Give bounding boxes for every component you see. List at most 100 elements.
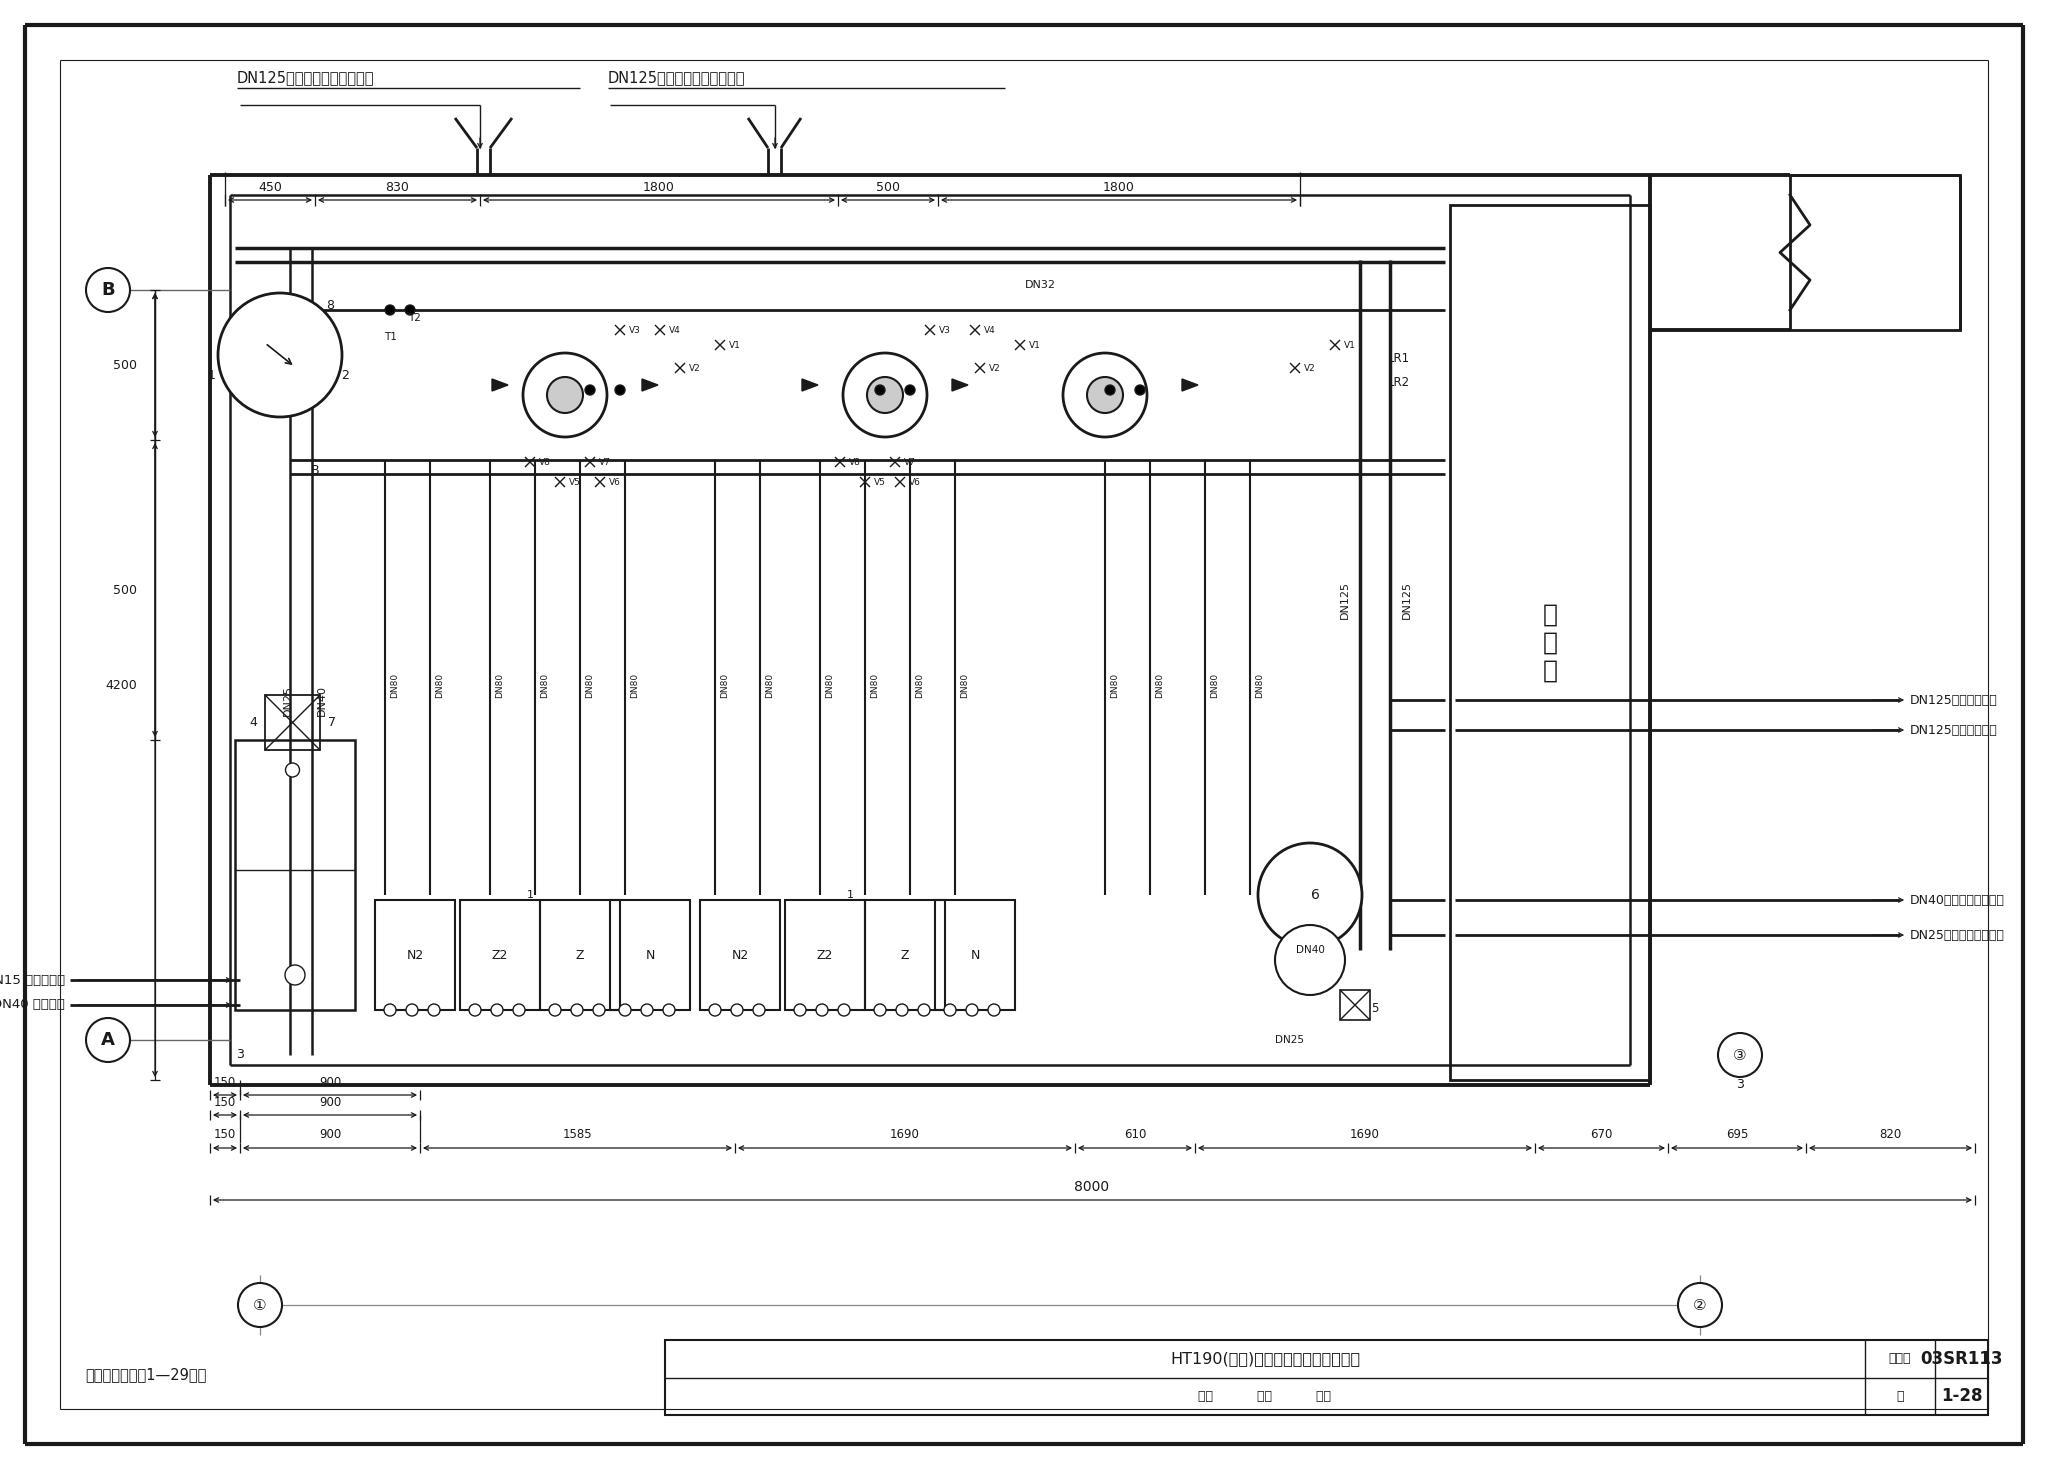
Circle shape xyxy=(641,1003,653,1017)
Circle shape xyxy=(406,1003,418,1017)
Circle shape xyxy=(795,1003,807,1017)
Circle shape xyxy=(754,1003,766,1017)
Text: DN80: DN80 xyxy=(1255,673,1264,698)
Text: DN80: DN80 xyxy=(434,673,444,698)
Text: DN80: DN80 xyxy=(541,673,549,698)
Circle shape xyxy=(866,378,903,413)
Text: 3: 3 xyxy=(236,1049,244,1062)
Text: DN80: DN80 xyxy=(961,673,969,698)
Text: 450: 450 xyxy=(258,181,283,194)
Text: 900: 900 xyxy=(319,1128,342,1141)
Circle shape xyxy=(731,1003,743,1017)
Circle shape xyxy=(664,1003,676,1017)
Text: 610: 610 xyxy=(1124,1128,1147,1141)
Bar xyxy=(666,1340,1989,1415)
Text: T2: T2 xyxy=(408,313,422,323)
Text: DN80: DN80 xyxy=(586,673,594,698)
Bar xyxy=(1450,206,1651,1080)
Text: LR1: LR1 xyxy=(1389,351,1411,364)
Circle shape xyxy=(874,385,885,395)
Polygon shape xyxy=(641,379,657,391)
Text: N: N xyxy=(971,949,979,962)
Circle shape xyxy=(238,1282,283,1327)
Text: DN40接生活热水供水管: DN40接生活热水供水管 xyxy=(1911,893,2005,906)
Text: ①: ① xyxy=(254,1297,266,1312)
Text: 6: 6 xyxy=(1311,887,1319,902)
Text: N2: N2 xyxy=(406,949,424,962)
Circle shape xyxy=(522,353,606,436)
Bar xyxy=(784,900,864,1011)
Text: DN80: DN80 xyxy=(1110,673,1118,698)
Circle shape xyxy=(406,306,416,314)
Text: 820: 820 xyxy=(1880,1128,1903,1141)
Polygon shape xyxy=(492,379,508,391)
Circle shape xyxy=(594,1003,604,1017)
Circle shape xyxy=(512,1003,524,1017)
Text: 1690: 1690 xyxy=(1350,1128,1380,1141)
Text: V8: V8 xyxy=(539,457,551,467)
Text: DN125: DN125 xyxy=(1339,582,1350,618)
Text: 695: 695 xyxy=(1726,1128,1749,1141)
Circle shape xyxy=(549,1003,561,1017)
Text: V5: V5 xyxy=(874,477,887,486)
Text: 500: 500 xyxy=(113,583,137,596)
Bar xyxy=(1790,175,1960,331)
Text: 150: 150 xyxy=(213,1075,236,1089)
Text: 电
控
柜: 电 控 柜 xyxy=(1542,602,1556,682)
Text: DN25接生活热水回水管: DN25接生活热水回水管 xyxy=(1911,928,2005,942)
Text: 5: 5 xyxy=(1372,1002,1378,1015)
Text: 页: 页 xyxy=(1896,1390,1905,1403)
Text: Z2: Z2 xyxy=(817,949,834,962)
Text: V7: V7 xyxy=(903,457,915,467)
Text: V8: V8 xyxy=(850,457,860,467)
Text: LR2: LR2 xyxy=(1389,376,1411,388)
Circle shape xyxy=(385,306,395,314)
Text: DN125接末端供水管: DN125接末端供水管 xyxy=(1911,693,1997,707)
Circle shape xyxy=(1276,925,1346,995)
Text: 1: 1 xyxy=(526,890,532,900)
Circle shape xyxy=(1257,843,1362,948)
Circle shape xyxy=(618,1003,631,1017)
Polygon shape xyxy=(803,379,817,391)
Text: 4200: 4200 xyxy=(104,679,137,692)
Text: T1: T1 xyxy=(383,332,397,342)
Text: DN15 接自来水管: DN15 接自来水管 xyxy=(0,974,66,987)
Text: V4: V4 xyxy=(983,326,995,335)
Circle shape xyxy=(944,1003,956,1017)
Text: V1: V1 xyxy=(1343,341,1356,350)
Circle shape xyxy=(709,1003,721,1017)
Circle shape xyxy=(1677,1282,1722,1327)
Text: 1: 1 xyxy=(846,890,854,900)
Text: 1800: 1800 xyxy=(1104,181,1135,194)
Text: HT190(二台)冷热源设备及管道平面图: HT190(二台)冷热源设备及管道平面图 xyxy=(1169,1351,1360,1366)
Text: 150: 150 xyxy=(213,1128,236,1141)
Bar xyxy=(375,900,455,1011)
Text: Z: Z xyxy=(901,949,909,962)
Text: B: B xyxy=(311,464,319,476)
Text: 1690: 1690 xyxy=(891,1128,920,1141)
Text: DN40: DN40 xyxy=(1296,945,1325,955)
Text: V2: V2 xyxy=(1305,363,1315,373)
Text: DN125: DN125 xyxy=(1403,582,1411,618)
Circle shape xyxy=(815,1003,827,1017)
Text: 2: 2 xyxy=(342,369,348,382)
Circle shape xyxy=(469,1003,481,1017)
Text: V3: V3 xyxy=(629,326,641,335)
Text: V1: V1 xyxy=(1028,341,1040,350)
Bar xyxy=(461,900,541,1011)
Text: 注：设备表见第1—29页．: 注：设备表见第1—29页． xyxy=(86,1368,207,1382)
Circle shape xyxy=(217,292,342,417)
Text: V4: V4 xyxy=(670,326,680,335)
Circle shape xyxy=(1135,385,1145,395)
Text: V6: V6 xyxy=(909,477,922,486)
Text: 1-28: 1-28 xyxy=(1942,1387,1982,1404)
Text: DN80: DN80 xyxy=(915,673,924,698)
Text: DN32: DN32 xyxy=(1024,281,1055,289)
Text: B: B xyxy=(100,281,115,300)
Text: DN80: DN80 xyxy=(631,673,639,698)
Text: DN80: DN80 xyxy=(870,673,879,698)
Text: 1585: 1585 xyxy=(563,1128,592,1141)
Circle shape xyxy=(874,1003,887,1017)
Text: 8000: 8000 xyxy=(1075,1180,1110,1194)
Text: DN80: DN80 xyxy=(825,673,834,698)
